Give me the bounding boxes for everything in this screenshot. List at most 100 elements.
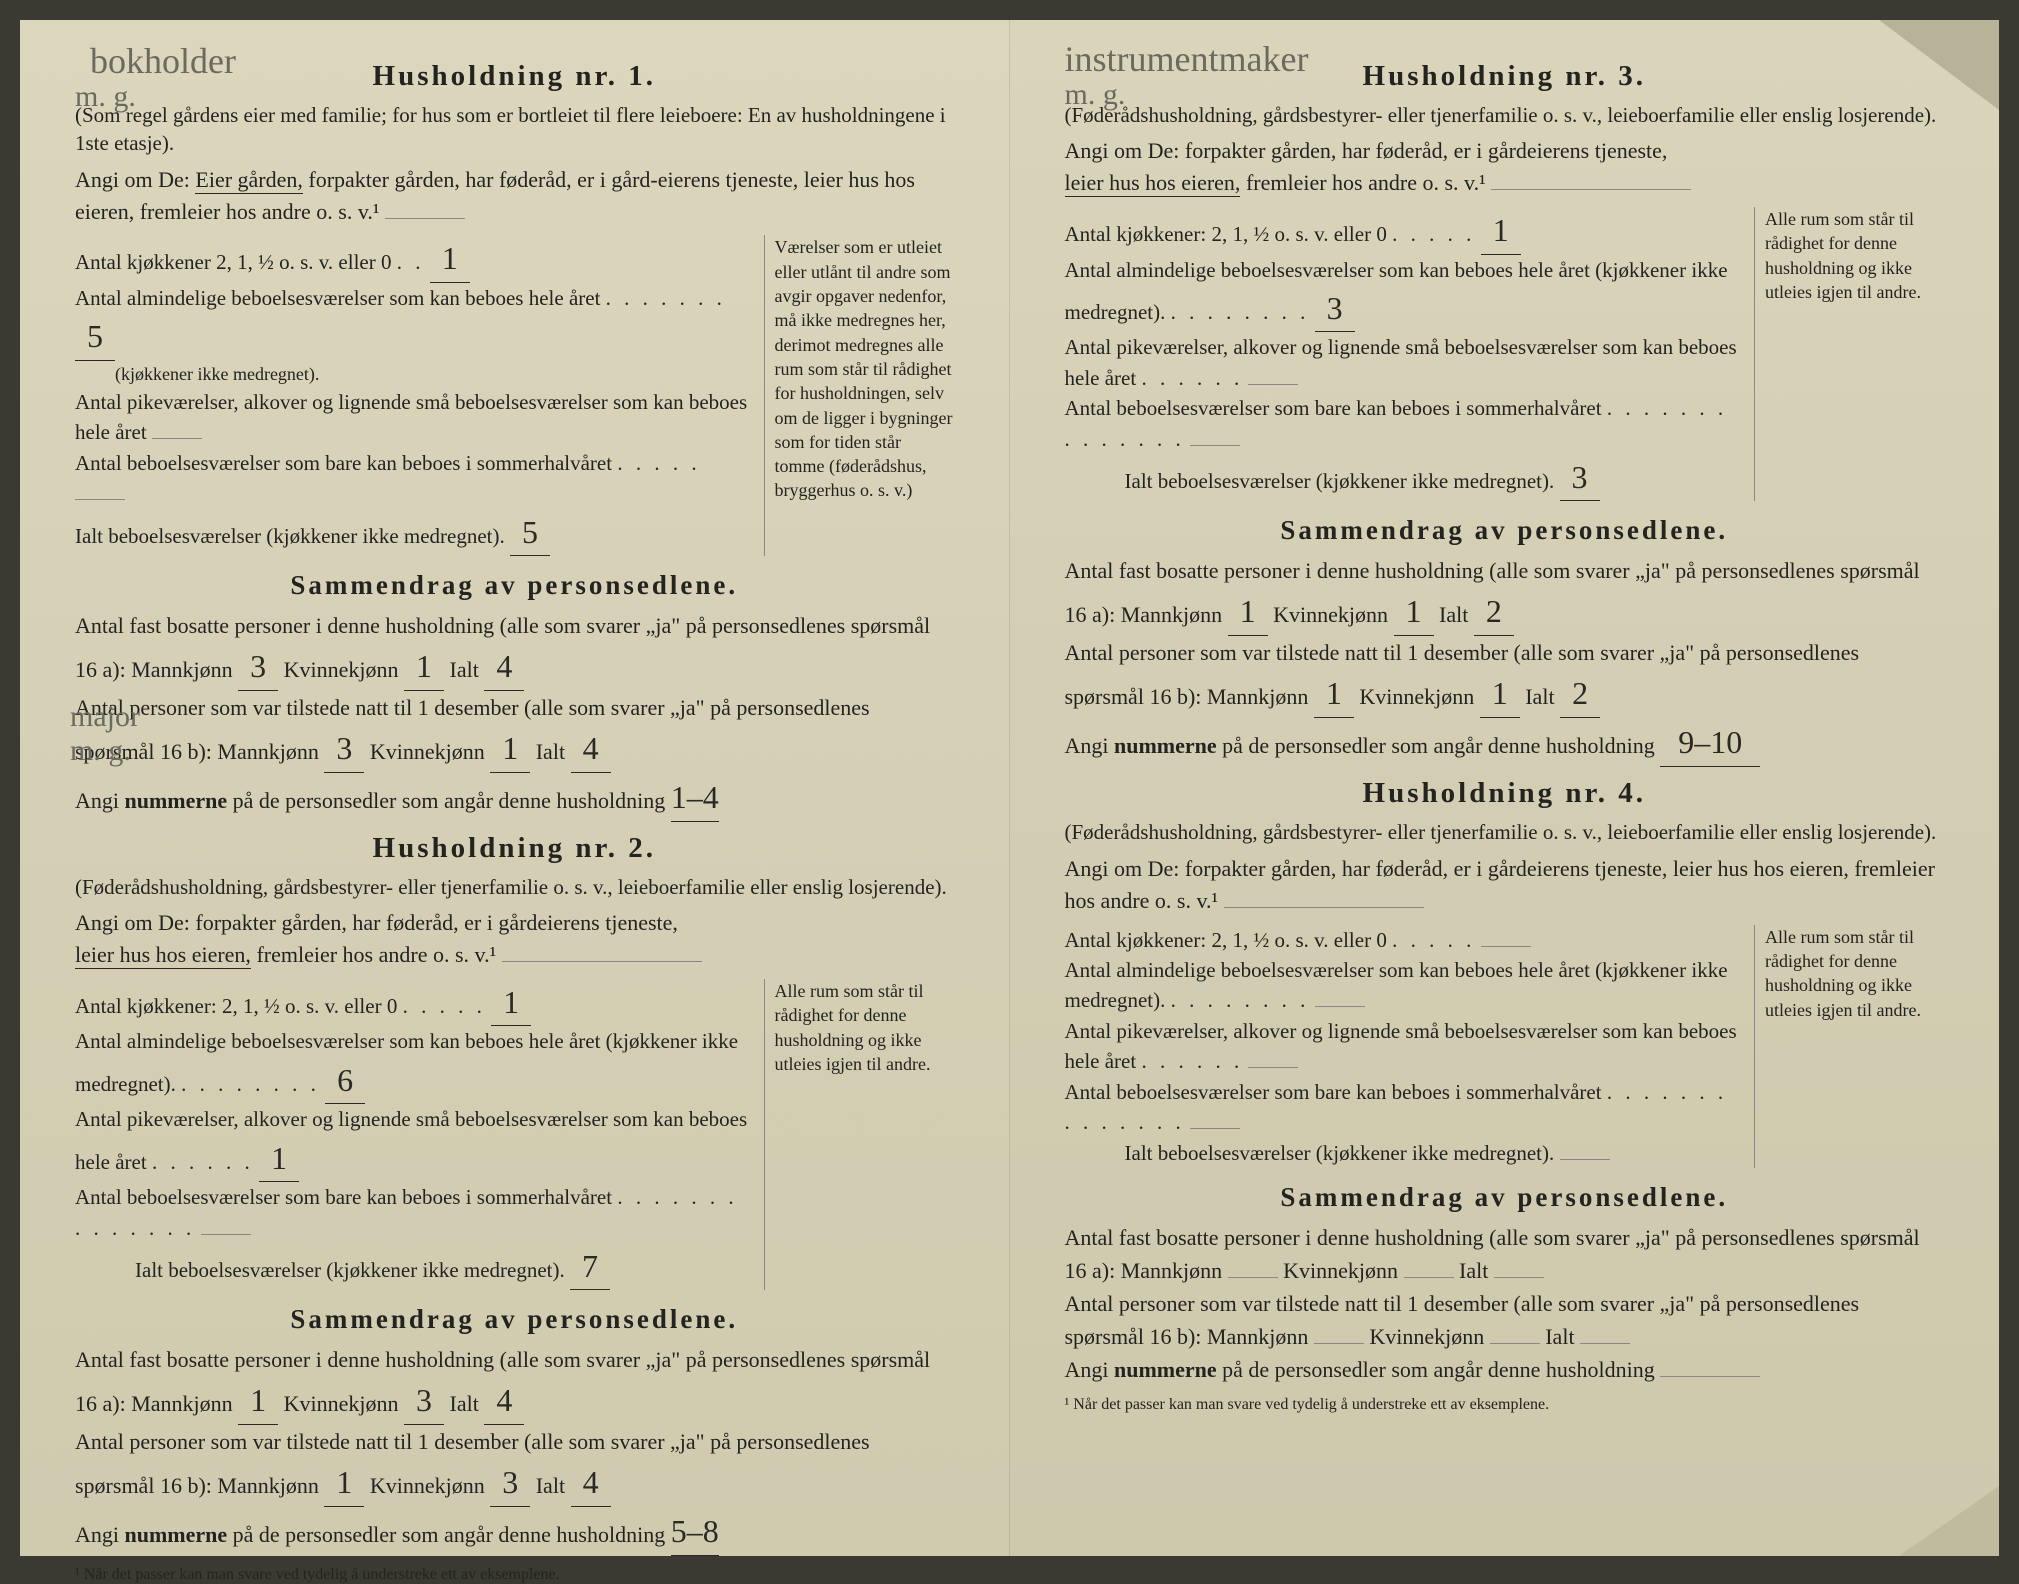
- household-1-intro: (Som regel gårdens eier med familie; for…: [75, 101, 954, 158]
- household-3: Husholdning nr. 3. (Føderådshusholdning,…: [1065, 60, 1945, 767]
- summary-16a-1: Antal fast bosatte personer i denne hush…: [75, 609, 954, 691]
- rooms-value: 5: [75, 313, 115, 360]
- rooms-note: (kjøkkener ikke medregnet).: [75, 361, 754, 387]
- rooms-line-3: Antal almindelige beboelsesværelser som …: [1065, 255, 1745, 333]
- nummer-value-2: 5–8: [671, 1507, 719, 1556]
- kvinne-value: 1: [404, 642, 444, 691]
- angi-text-4: Angi om De: forpakter gården, har føderå…: [1065, 856, 1935, 913]
- household-4-angi: Angi om De: forpakter gården, har føderå…: [1065, 853, 1945, 917]
- handwriting-occupation-3: instrumentmaker: [1065, 38, 1309, 80]
- kvinne-val-2a: 3: [404, 1376, 444, 1425]
- kitchen-line-2: Antal kjøkkener: 2, 1, ½ o. s. v. eller …: [75, 979, 754, 1026]
- total-rooms-line: Ialt beboelsesværelser (kjøkkener ikke m…: [75, 509, 754, 556]
- summary-16b-4: Antal personer som var tilstede natt til…: [1065, 1287, 1945, 1353]
- kvinne-label-3b: Kvinnekjønn: [1359, 684, 1474, 709]
- kvinne-label-3: Kvinnekjønn: [1273, 602, 1388, 627]
- household-2-fields: Antal kjøkkener: 2, 1, ½ o. s. v. eller …: [75, 979, 954, 1290]
- ialt-label-4a: Ialt: [1459, 1258, 1488, 1283]
- summary-16b-2: Antal personer som var tilstede natt til…: [75, 1425, 954, 1507]
- side-note-4: Alle rum som står til rådighet for denne…: [1754, 925, 1944, 1169]
- census-document: bokholder m. g. Husholdning nr. 1. (Som …: [20, 20, 1999, 1556]
- mann-label-4: Mannkjønn: [1121, 1258, 1222, 1283]
- alm-val-2: 6: [325, 1057, 365, 1104]
- ialt-label-3: Ialt beboelsesværelser (kjøkkener ikke m…: [1065, 469, 1555, 493]
- nummer-line-2: Angi nummerne på de personsedler som ang…: [75, 1507, 954, 1556]
- kitchen-line-4: Antal kjøkkener: 2, 1, ½ o. s. v. eller …: [1065, 925, 1745, 955]
- kvinne-label-4: Kvinnekjønn: [1283, 1258, 1398, 1283]
- ialt-label-2a: Ialt: [450, 1391, 479, 1416]
- kitchen-line: Antal kjøkkener 2, 1, ½ o. s. v. eller 0…: [75, 235, 754, 282]
- nummer-label: på de personsedler som angår denne husho…: [233, 788, 666, 813]
- angi-leier-3: leier hus hos eieren,: [1065, 170, 1241, 197]
- angi-prefix: Angi om De:: [75, 167, 190, 192]
- sommer-label-3: Antal beboelsesværelser som bare kan beb…: [1065, 396, 1602, 420]
- household-1: Husholdning nr. 1. (Som regel gårdens ei…: [75, 60, 954, 822]
- kvinne-label-2b: Kvinnekjønn: [370, 1473, 485, 1498]
- rooms-label: Antal almindelige beboelsesværelser som …: [75, 286, 600, 310]
- right-page: instrumentmaker m. g. Husholdning nr. 3.…: [1010, 20, 2000, 1556]
- handwriting-initials-1: m. g.: [75, 80, 136, 114]
- nummer-label-3: på de personsedler som angår denne husho…: [1222, 733, 1655, 758]
- kitchen-line-3: Antal kjøkkener: 2, 1, ½ o. s. v. eller …: [1065, 207, 1745, 254]
- summary-title-4: Sammendrag av personsedlene.: [1065, 1182, 1945, 1213]
- summary-title-3: Sammendrag av personsedlene.: [1065, 515, 1945, 546]
- total-rooms-line-4: Ialt beboelsesværelser (kjøkkener ikke m…: [1065, 1138, 1745, 1168]
- household-4: Husholdning nr. 4. (Føderådshusholdning,…: [1065, 777, 1945, 1414]
- mann-label-b: Mannkjønn: [217, 739, 318, 764]
- ialt-label-3a: Ialt: [1439, 602, 1468, 627]
- mann-val-3b: 1: [1314, 669, 1354, 718]
- dog-ear-top: [1879, 20, 1999, 110]
- kvinne-label: Kvinnekjønn: [284, 657, 399, 682]
- mann-label-3b: Mannkjønn: [1207, 684, 1308, 709]
- footnote-right: ¹ Når det passer kan man svare ved tydel…: [1065, 1396, 1945, 1414]
- ialt-label-2b: Ialt: [536, 1473, 565, 1498]
- left-page: bokholder m. g. Husholdning nr. 1. (Som …: [20, 20, 1010, 1556]
- household-3-angi: Angi om De: forpakter gården, har føderå…: [1065, 135, 1945, 199]
- nummer-line-1: Angi nummerne på de personsedler som ang…: [75, 773, 954, 822]
- summary-16b-1: Antal personer som var tilstede natt til…: [75, 691, 954, 773]
- rooms-line: Antal almindelige beboelsesværelser som …: [75, 283, 754, 361]
- maid-rooms-line-2: Antal pikeværelser, alkover og lignende …: [75, 1104, 754, 1182]
- total-rooms-value: 5: [510, 509, 550, 556]
- ialt-val-2: 7: [570, 1243, 610, 1290]
- ialt-val-2a: 4: [484, 1376, 524, 1425]
- household-2-intro: (Føderådshusholdning, gårdsbestyrer- ell…: [75, 873, 954, 901]
- mann-val-2a: 1: [238, 1376, 278, 1425]
- sommer-label-2: Antal beboelsesværelser som bare kan beb…: [75, 1185, 612, 1209]
- nummer-bold-3: nummerne: [1114, 733, 1217, 758]
- maid-rooms-line-3: Antal pikeværelser, alkover og lignende …: [1065, 332, 1745, 393]
- summer-rooms-label: Antal beboelsesværelser som bare kan beb…: [75, 451, 612, 475]
- kj-label-3: Antal kjøkkener: 2, 1, ½ o. s. v. eller …: [1065, 222, 1387, 246]
- side-note-2: Alle rum som står til rådighet for denne…: [764, 979, 954, 1290]
- maid-rooms-line: Antal pikeværelser, alkover og lignende …: [75, 387, 754, 448]
- ialt-label-2: Ialt beboelsesværelser (kjøkkener ikke m…: [75, 1258, 565, 1282]
- nummer-bold-2: nummerne: [125, 1522, 228, 1547]
- household-2-title: Husholdning nr. 2.: [75, 832, 954, 865]
- handwriting-occupation-1: bokholder: [90, 40, 236, 82]
- household-4-fields: Antal kjøkkener: 2, 1, ½ o. s. v. eller …: [1065, 925, 1945, 1169]
- angi-fill-3: [1491, 189, 1691, 190]
- household-2: Husholdning nr. 2. (Føderådshusholdning,…: [75, 832, 954, 1584]
- angi-eier: Eier gården,: [195, 167, 303, 194]
- mann-value: 3: [238, 642, 278, 691]
- ialt-val-3a: 2: [1474, 587, 1514, 636]
- kvinne-val-2b: 3: [490, 1458, 530, 1507]
- rooms-line-2: Antal almindelige beboelsesværelser som …: [75, 1026, 754, 1104]
- household-2-angi: Angi om De: forpakter gården, har føderå…: [75, 907, 954, 971]
- summary-16b-3: Antal personer som var tilstede natt til…: [1065, 636, 1945, 718]
- kitchen-value: 1: [430, 235, 470, 282]
- nummer-prefix-4: Angi: [1065, 1357, 1109, 1382]
- summary-16a-3: Antal fast bosatte personer i denne hush…: [1065, 554, 1945, 636]
- angi-rest-3: fremleier hos andre o. s. v.¹: [1246, 170, 1486, 195]
- ialt-label-b: Ialt: [536, 739, 565, 764]
- summary-16a-2: Antal fast bosatte personer i denne hush…: [75, 1343, 954, 1425]
- maid-rooms-label: Antal pikeværelser, alkover og lignende …: [75, 390, 747, 444]
- kvinne-label-4b: Kvinnekjønn: [1369, 1324, 1484, 1349]
- angi-leier-2: leier hus hos eieren,: [75, 942, 251, 969]
- nummer-line-4: Angi nummerne på de personsedler som ang…: [1065, 1353, 1945, 1386]
- angi-rest-2: fremleier hos andre o. s. v.¹: [256, 942, 496, 967]
- dog-ear-bottom: [1899, 1486, 1999, 1556]
- nummer-bold-4: nummerne: [1114, 1357, 1217, 1382]
- kvinne-label-2: Kvinnekjønn: [284, 1391, 399, 1416]
- ialt-value-b: 4: [571, 724, 611, 773]
